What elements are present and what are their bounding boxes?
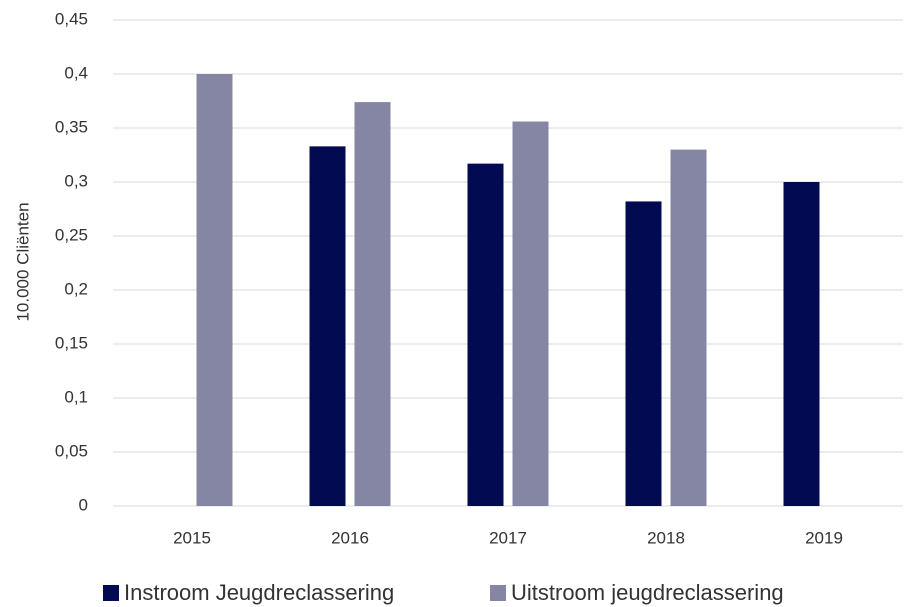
bar <box>783 182 820 506</box>
y-tick-label: 0,25 <box>55 225 88 244</box>
legend-swatch <box>490 585 506 601</box>
y-tick-label: 0 <box>79 495 88 514</box>
legend-label: Instroom Jeugdreclassering <box>124 580 394 605</box>
y-tick-label: 0,05 <box>55 441 88 460</box>
bar <box>196 74 233 506</box>
bar <box>354 102 391 506</box>
x-tick-label: 2017 <box>489 528 527 547</box>
x-tick-label: 2018 <box>647 528 685 547</box>
bar <box>467 163 504 506</box>
y-tick-label: 0,3 <box>64 171 88 190</box>
bar <box>670 149 707 506</box>
y-axis-label: 10.000 Cliënten <box>13 202 32 321</box>
y-tick-label: 0,4 <box>64 63 88 82</box>
bar <box>512 121 549 507</box>
y-tick-label: 0,1 <box>64 387 88 406</box>
x-tick-label: 2019 <box>805 528 843 547</box>
y-tick-label: 0,35 <box>55 117 88 136</box>
x-tick-label: 2016 <box>331 528 369 547</box>
x-tick-label: 2015 <box>173 528 211 547</box>
legend-label: Uitstroom jeugdreclassering <box>511 580 784 605</box>
y-tick-label: 0,2 <box>64 279 88 298</box>
bar <box>625 201 662 506</box>
y-tick-label: 0,15 <box>55 333 88 352</box>
y-tick-label: 0,45 <box>55 9 88 28</box>
bar <box>309 146 346 507</box>
legend-swatch <box>103 585 119 601</box>
